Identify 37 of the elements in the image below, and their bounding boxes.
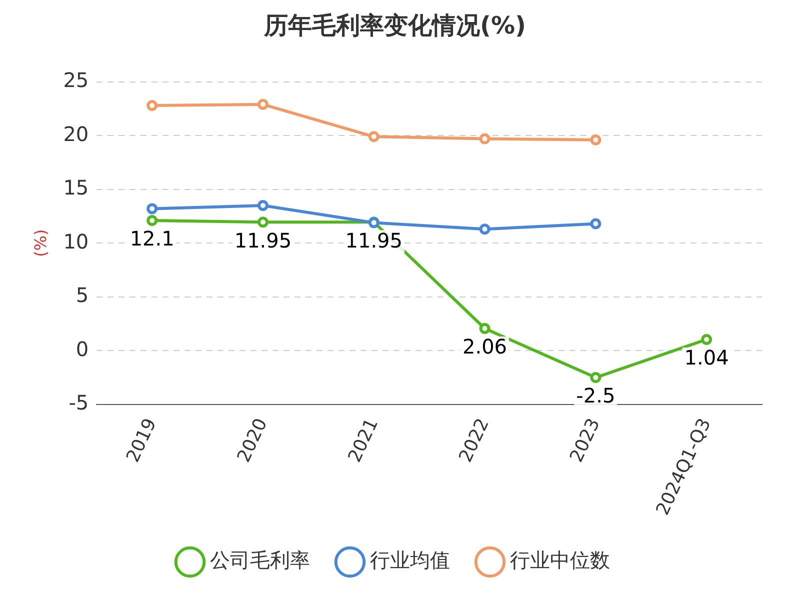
x-tick-label: 2022: [455, 415, 494, 466]
point: [479, 224, 490, 235]
y-tick-label: 0: [76, 336, 89, 361]
point: [590, 372, 602, 384]
point: [590, 218, 602, 230]
y-tick-label: -5: [68, 390, 89, 415]
y-tick-label: 5: [76, 283, 89, 308]
point: [146, 100, 158, 111]
data-label: 12.1: [130, 226, 174, 251]
legend-label: 行业中位数: [510, 548, 610, 572]
legend-label: 公司毛利率: [210, 548, 310, 572]
point: [257, 216, 268, 228]
x-tick-label: 2021: [344, 415, 383, 466]
point: [479, 133, 490, 144]
data-label: -2.5: [576, 384, 616, 408]
point: [146, 215, 158, 226]
y-tick-label: 20: [63, 122, 89, 146]
point: [701, 334, 712, 345]
x-tick-label: 2020: [233, 415, 272, 466]
legend-label: 行业均值: [370, 548, 450, 572]
point: [368, 131, 380, 142]
data-label: 2.06: [462, 334, 508, 359]
chart-title: 历年毛利率变化情况(%): [263, 12, 526, 40]
point: [590, 134, 602, 146]
data-label: 1.04: [684, 346, 729, 370]
point: [146, 203, 158, 214]
data-label: 11.95: [345, 228, 403, 252]
y-tick-label: 15: [63, 176, 89, 200]
x-tick-label: 2023: [566, 415, 604, 466]
point: [257, 200, 268, 211]
data-label: 11.95: [234, 228, 292, 252]
y-tick-label: 25: [63, 68, 89, 92]
point: [257, 98, 268, 110]
y-axis-title: (%): [30, 229, 50, 257]
x-tick-label: 2019: [122, 415, 161, 466]
point: [479, 323, 490, 334]
y-tick-label: 10: [63, 229, 89, 254]
